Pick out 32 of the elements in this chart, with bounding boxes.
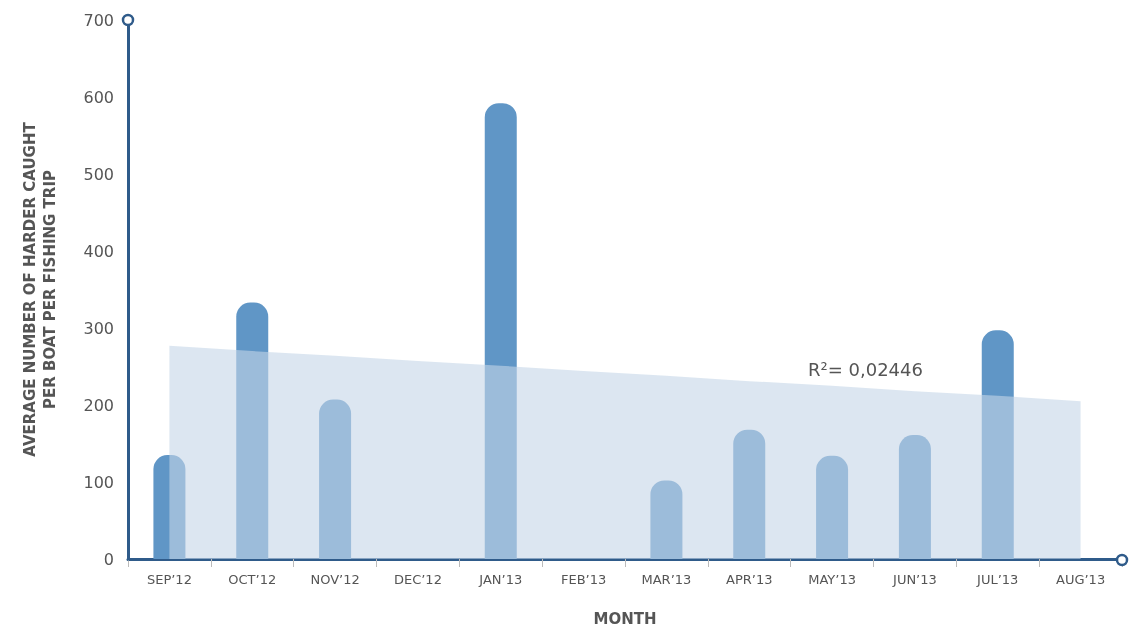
- x-tick-label: JAN’13: [478, 572, 523, 587]
- bar: [484, 103, 517, 559]
- x-tick-label: MAR’13: [641, 572, 692, 587]
- x-tick-label: DEC’12: [393, 572, 442, 587]
- y-tick-label: 100: [83, 472, 114, 492]
- y-tick-label: 600: [83, 87, 114, 107]
- y-tick-label: 500: [83, 164, 114, 184]
- x-tick-label: FEB’13: [560, 572, 607, 587]
- y-tick-label: 400: [83, 241, 114, 261]
- annotation: R²= 0,02446: [808, 358, 923, 380]
- x-tick-label: OCT’12: [228, 572, 277, 587]
- y-tick-label: 700: [83, 10, 114, 30]
- bar: [898, 435, 931, 559]
- bar: [650, 480, 683, 559]
- bar: [319, 399, 352, 559]
- bar: [816, 455, 849, 559]
- y-tick-label: 200: [83, 395, 114, 415]
- x-tick-label: JUL’13: [976, 572, 1019, 587]
- x-tick-label: MAY’13: [808, 572, 856, 587]
- y-tick-label: 300: [83, 318, 114, 338]
- x-tick-label: NOV’12: [310, 572, 360, 587]
- x-axis-title: MONTH: [593, 609, 657, 628]
- x-tick-label: APR’13: [726, 572, 773, 587]
- bar: [733, 429, 766, 559]
- x-tick-label: AUG’13: [1056, 572, 1106, 587]
- bar: [153, 455, 186, 559]
- y-tick-label: 0: [103, 549, 114, 569]
- x-tick-label: JUN’13: [892, 572, 937, 587]
- bar: [236, 302, 269, 559]
- bar: [981, 330, 1014, 559]
- y-axis-title: AVERAGE NUMBER OF HARDER CAUGHT PER BOAT PER FISHING TRIP: [21, 121, 59, 457]
- x-tick-label: SEP’12: [146, 572, 192, 587]
